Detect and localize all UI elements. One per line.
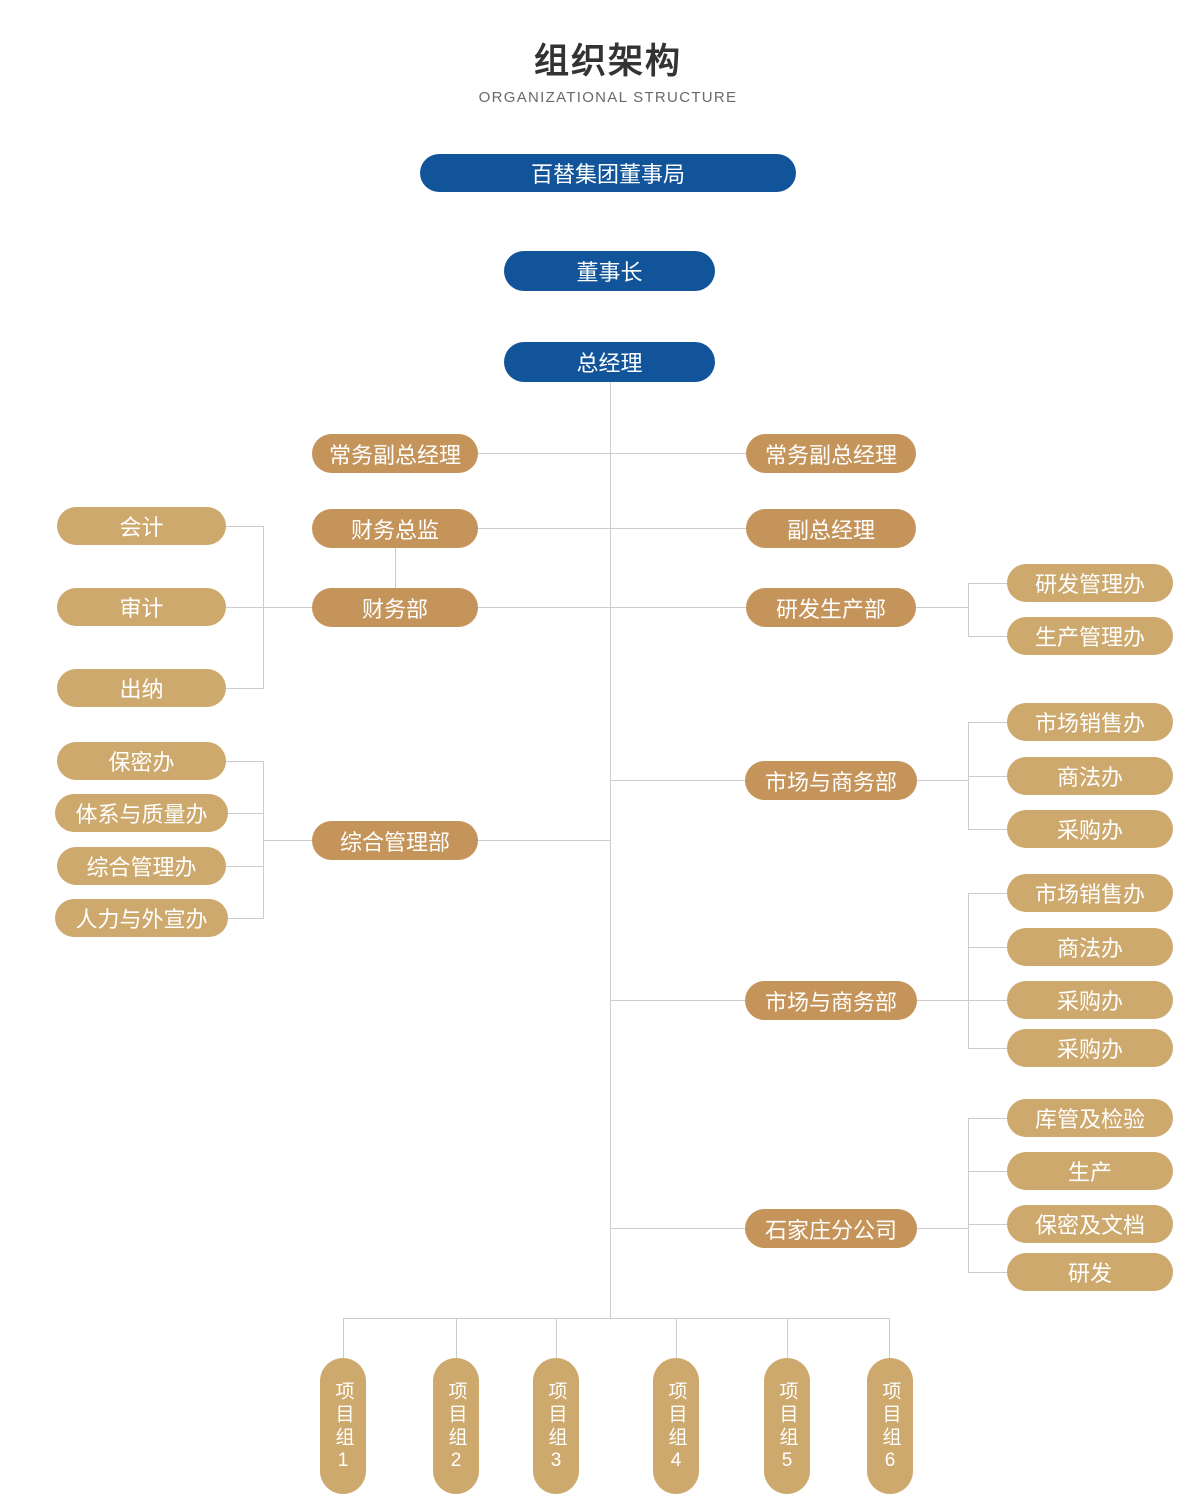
- node-chairman: 董事长: [504, 251, 715, 291]
- node-market-sales-office-2: 市场销售办: [1007, 874, 1173, 912]
- node-market-business-dept-2: 市场与商务部: [745, 981, 917, 1020]
- node-commercial-law-office-2: 商法办: [1007, 928, 1173, 966]
- node-exec-deputy-gm-right: 常务副总经理: [746, 434, 916, 473]
- node-project-group-5: 项目组5: [764, 1358, 810, 1494]
- chart-header: 组织架构 ORGANIZATIONAL STRUCTURE: [12, 42, 1192, 106]
- page-title: 组织架构: [533, 42, 682, 81]
- node-rd-office: 研发: [1007, 1253, 1173, 1291]
- node-general-mgmt-dept: 综合管理部: [312, 821, 478, 860]
- node-project-group-3: 项目组3: [533, 1358, 579, 1494]
- node-exec-deputy-gm-left: 常务副总经理: [312, 434, 478, 473]
- node-hr-publicity-office: 人力与外宣办: [55, 899, 228, 937]
- node-project-group-1: 项目组1: [320, 1358, 366, 1494]
- node-accounting-office: 会计: [57, 507, 226, 545]
- node-project-group-6: 项目组6: [867, 1358, 913, 1494]
- node-rd-production-dept: 研发生产部: [746, 588, 916, 627]
- node-general-manager: 总经理: [504, 342, 715, 382]
- node-market-business-dept-1: 市场与商务部: [745, 761, 917, 800]
- node-production-office: 生产: [1007, 1152, 1173, 1190]
- node-production-mgmt-office: 生产管理办: [1007, 617, 1173, 655]
- node-procurement-office-3: 采购办: [1007, 1029, 1173, 1067]
- node-rd-mgmt-office: 研发管理办: [1007, 564, 1173, 602]
- node-finance-director: 财务总监: [312, 509, 478, 548]
- node-board: 百替集团董事局: [420, 154, 796, 192]
- node-procurement-office-2: 采购办: [1007, 981, 1173, 1019]
- node-shijiazhuang-branch: 石家庄分公司: [745, 1209, 917, 1248]
- page-subtitle: ORGANIZATIONAL STRUCTURE: [478, 89, 738, 107]
- node-audit-office: 审计: [57, 588, 226, 626]
- node-confidentiality-docs-office: 保密及文档: [1007, 1205, 1173, 1243]
- node-commercial-law-office-1: 商法办: [1007, 757, 1173, 795]
- node-warehouse-inspection-office: 库管及检验: [1007, 1099, 1173, 1137]
- node-deputy-gm: 副总经理: [746, 509, 916, 548]
- node-confidentiality-office: 保密办: [57, 742, 226, 780]
- node-general-mgmt-office: 综合管理办: [57, 847, 226, 885]
- node-project-group-2: 项目组2: [433, 1358, 479, 1494]
- node-cashier-office: 出纳: [57, 669, 226, 707]
- node-finance-dept: 财务部: [312, 588, 478, 627]
- node-project-group-4: 项目组4: [653, 1358, 699, 1494]
- node-system-quality-office: 体系与质量办: [55, 794, 228, 832]
- node-procurement-office-1: 采购办: [1007, 810, 1173, 848]
- node-market-sales-office-1: 市场销售办: [1007, 703, 1173, 741]
